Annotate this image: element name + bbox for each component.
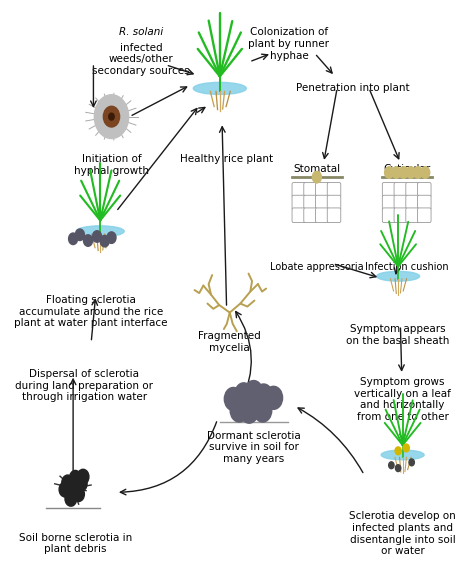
FancyBboxPatch shape <box>316 182 329 197</box>
Text: Stomatal: Stomatal <box>293 164 340 174</box>
FancyBboxPatch shape <box>316 208 329 222</box>
FancyBboxPatch shape <box>292 208 306 222</box>
FancyBboxPatch shape <box>394 195 408 210</box>
Circle shape <box>399 167 408 178</box>
FancyBboxPatch shape <box>304 182 317 197</box>
Circle shape <box>75 476 87 491</box>
Text: Symptom appears
on the basal sheath: Symptom appears on the basal sheath <box>346 324 450 346</box>
Text: R. solani: R. solani <box>118 27 163 37</box>
Circle shape <box>224 387 242 411</box>
Circle shape <box>395 447 401 455</box>
FancyBboxPatch shape <box>327 182 341 197</box>
Circle shape <box>312 171 321 183</box>
Circle shape <box>92 230 101 242</box>
Circle shape <box>107 232 116 243</box>
Text: Cuticular: Cuticular <box>383 164 431 174</box>
Circle shape <box>73 486 84 501</box>
Text: Penetration into plant: Penetration into plant <box>296 83 410 93</box>
FancyBboxPatch shape <box>292 195 306 210</box>
Circle shape <box>230 399 248 422</box>
FancyBboxPatch shape <box>418 208 431 222</box>
Circle shape <box>409 459 414 466</box>
Ellipse shape <box>76 226 124 237</box>
FancyBboxPatch shape <box>327 195 341 210</box>
Circle shape <box>70 470 81 485</box>
Circle shape <box>100 235 109 247</box>
Circle shape <box>421 167 430 178</box>
FancyBboxPatch shape <box>406 182 419 197</box>
Text: Dispersal of sclerotia
during land preparation or
through irrigation water: Dispersal of sclerotia during land prepa… <box>15 369 154 402</box>
Text: Colonization of
plant by runner
hyphae: Colonization of plant by runner hyphae <box>248 27 329 61</box>
Text: Healthy rice plant: Healthy rice plant <box>180 154 273 164</box>
Circle shape <box>264 386 283 409</box>
FancyBboxPatch shape <box>292 182 306 197</box>
Circle shape <box>65 491 77 506</box>
Text: Lobate appressoria: Lobate appressoria <box>270 262 364 272</box>
FancyBboxPatch shape <box>406 195 419 210</box>
Circle shape <box>406 167 415 178</box>
FancyBboxPatch shape <box>394 182 408 197</box>
FancyBboxPatch shape <box>394 208 408 222</box>
Ellipse shape <box>381 450 424 460</box>
FancyBboxPatch shape <box>418 195 431 210</box>
Circle shape <box>235 383 253 406</box>
Text: Sclerotia develop on
infected plants and
disentangle into soil
or water: Sclerotia develop on infected plants and… <box>349 511 456 556</box>
Text: Dormant sclerotia
survive in soil for
many years: Dormant sclerotia survive in soil for ma… <box>207 431 301 464</box>
Circle shape <box>254 399 272 422</box>
Circle shape <box>403 444 410 452</box>
Circle shape <box>67 483 79 499</box>
FancyBboxPatch shape <box>304 195 317 210</box>
Circle shape <box>240 400 258 423</box>
FancyBboxPatch shape <box>316 195 329 210</box>
FancyBboxPatch shape <box>383 182 396 197</box>
FancyBboxPatch shape <box>327 208 341 222</box>
Circle shape <box>395 465 401 471</box>
Circle shape <box>75 229 84 240</box>
Circle shape <box>413 167 422 178</box>
Text: Floating sclerotia
accumulate around the rice
plant at water plant interface: Floating sclerotia accumulate around the… <box>14 295 168 328</box>
FancyBboxPatch shape <box>383 195 396 210</box>
Circle shape <box>62 475 73 490</box>
Circle shape <box>392 167 401 178</box>
FancyBboxPatch shape <box>383 208 396 222</box>
Circle shape <box>59 482 71 497</box>
Text: Symptom grows
vertically on a leaf
and horizontally
from one to other: Symptom grows vertically on a leaf and h… <box>354 377 451 422</box>
Text: Soil borne sclerotia in
plant debris: Soil borne sclerotia in plant debris <box>19 533 132 554</box>
Circle shape <box>384 167 393 178</box>
FancyBboxPatch shape <box>418 182 431 197</box>
Circle shape <box>255 384 273 407</box>
Circle shape <box>69 233 78 244</box>
Circle shape <box>245 380 263 404</box>
Ellipse shape <box>193 82 246 94</box>
Circle shape <box>103 107 119 127</box>
FancyBboxPatch shape <box>406 208 419 222</box>
Circle shape <box>94 95 128 138</box>
Circle shape <box>109 113 114 120</box>
Circle shape <box>77 470 89 484</box>
Text: Infection cushion: Infection cushion <box>365 262 449 272</box>
Text: Fragmented
mycelia: Fragmented mycelia <box>199 331 261 353</box>
Ellipse shape <box>377 272 419 281</box>
FancyBboxPatch shape <box>304 208 317 222</box>
Circle shape <box>389 462 394 468</box>
Text: Initiation of
hyphal growth: Initiation of hyphal growth <box>74 154 149 175</box>
Text: infected
weeds/other
secondary sources: infected weeds/other secondary sources <box>92 43 190 76</box>
Circle shape <box>83 234 92 246</box>
